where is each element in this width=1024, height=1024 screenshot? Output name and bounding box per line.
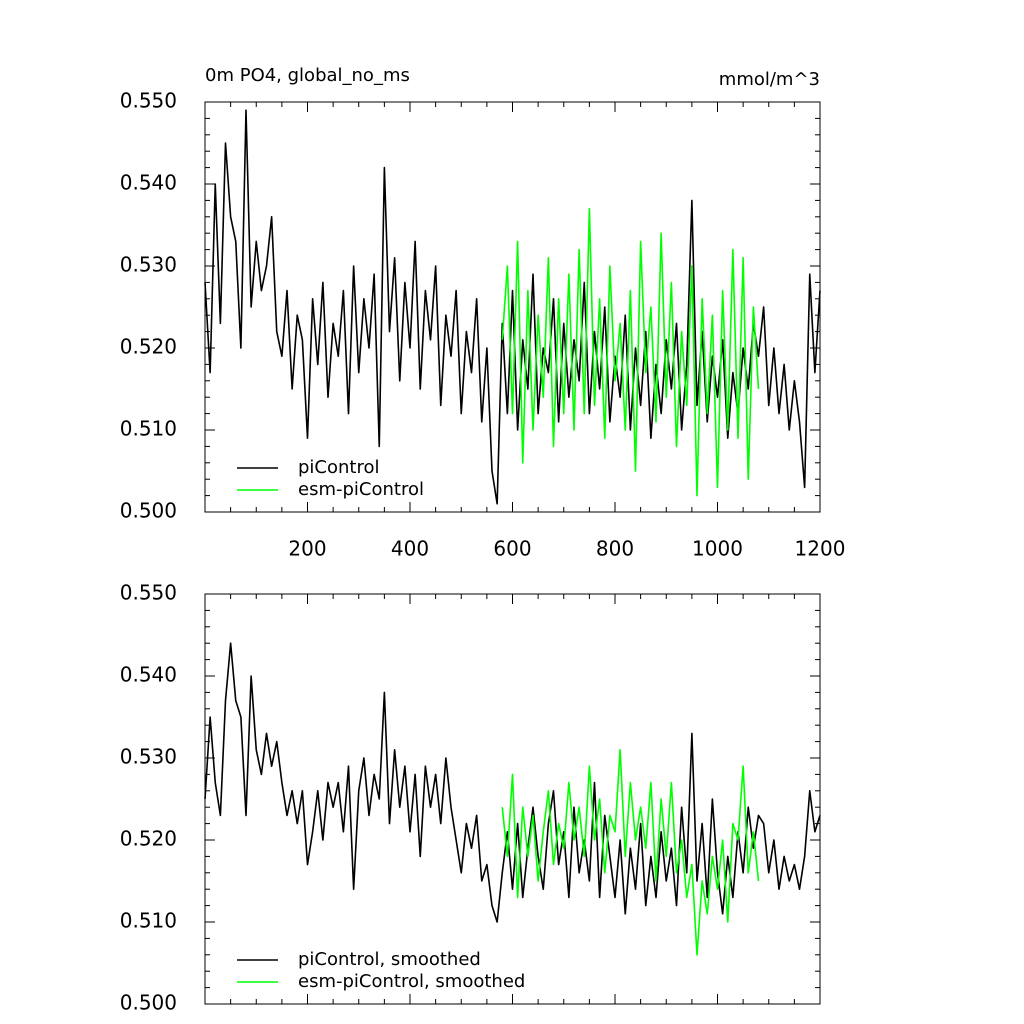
y-tick-label: 0.520: [120, 827, 177, 851]
series-line: [204, 109, 821, 505]
x-tick-label: 1000: [692, 537, 743, 561]
y-tick-label: 0.500: [120, 991, 177, 1015]
series-line: [204, 642, 821, 923]
legend-label: esm-piControl, smoothed: [298, 971, 525, 992]
y-tick-label: 0.550: [120, 89, 177, 113]
y-tick-label: 0.550: [120, 581, 177, 605]
x-tick-label: 200: [288, 537, 326, 561]
legend-label: piControl, smoothed: [298, 949, 481, 970]
x-tick-label: 400: [391, 537, 429, 561]
y-tick-label: 0.530: [120, 253, 177, 277]
x-tick-label: 800: [596, 537, 634, 561]
legend-label: piControl: [298, 457, 380, 478]
y-tick-label: 0.500: [120, 499, 177, 523]
y-tick-label: 0.510: [120, 417, 177, 441]
y-tick-label: 0.510: [120, 909, 177, 933]
y-tick-label: 0.540: [120, 171, 177, 195]
x-tick-label: 600: [493, 537, 531, 561]
legend-label: esm-piControl: [298, 479, 424, 500]
plot-frame: [204, 593, 821, 1005]
y-tick-label: 0.520: [120, 335, 177, 359]
y-tick-label: 0.540: [120, 663, 177, 687]
series-line: [501, 749, 760, 956]
units-label: mmol/m^3: [719, 69, 820, 90]
chart-title: 0m PO4, global_no_ms: [205, 65, 410, 86]
y-tick-label: 0.530: [120, 745, 177, 769]
x-tick-label: 1200: [795, 537, 846, 561]
series-line: [501, 207, 760, 497]
